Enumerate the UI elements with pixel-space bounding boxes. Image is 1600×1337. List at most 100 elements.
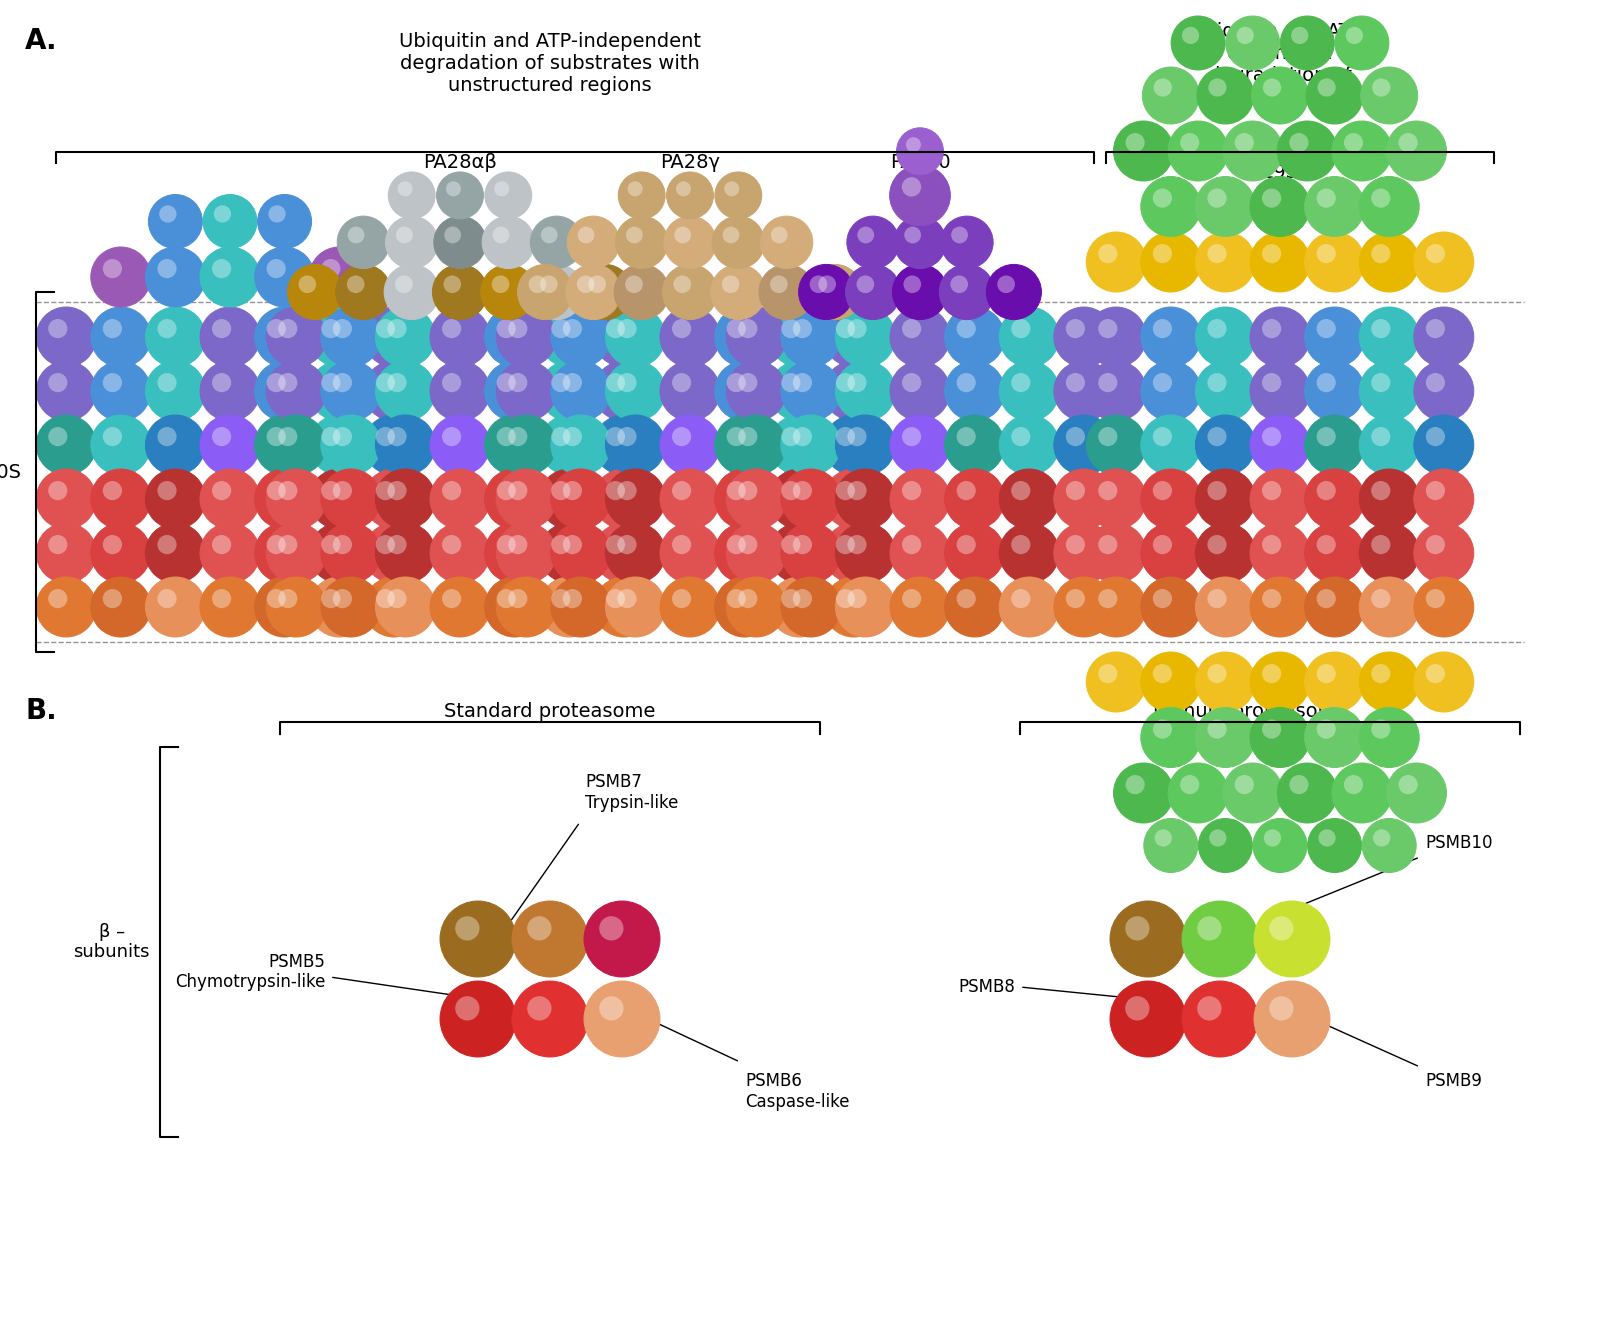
Circle shape <box>1414 361 1474 421</box>
Circle shape <box>835 535 854 555</box>
Circle shape <box>1086 361 1146 421</box>
Circle shape <box>944 578 1005 636</box>
Circle shape <box>102 535 122 555</box>
Circle shape <box>454 996 480 1020</box>
Circle shape <box>781 578 840 636</box>
Circle shape <box>605 308 666 366</box>
Text: Immunoproteasome: Immunoproteasome <box>1152 702 1349 721</box>
Circle shape <box>957 481 976 500</box>
Circle shape <box>146 523 205 583</box>
Circle shape <box>890 361 950 421</box>
Circle shape <box>1066 535 1085 555</box>
Circle shape <box>146 308 205 366</box>
Circle shape <box>605 523 666 583</box>
Circle shape <box>550 523 611 583</box>
Circle shape <box>493 226 509 243</box>
Circle shape <box>320 469 381 529</box>
Circle shape <box>667 172 714 219</box>
Circle shape <box>1208 189 1227 207</box>
Circle shape <box>661 469 720 529</box>
Circle shape <box>509 427 528 447</box>
Circle shape <box>726 578 786 636</box>
Circle shape <box>1317 79 1336 96</box>
Circle shape <box>902 320 922 338</box>
Circle shape <box>578 226 595 243</box>
Circle shape <box>1373 79 1390 96</box>
Circle shape <box>320 523 381 583</box>
Circle shape <box>1360 233 1419 291</box>
Circle shape <box>102 259 122 278</box>
Circle shape <box>1142 67 1200 124</box>
Circle shape <box>824 523 883 583</box>
Circle shape <box>1125 132 1144 152</box>
Circle shape <box>848 320 867 338</box>
Circle shape <box>528 916 552 940</box>
Circle shape <box>1250 414 1310 475</box>
Circle shape <box>509 373 528 392</box>
Circle shape <box>1304 652 1365 713</box>
Text: PSMB9: PSMB9 <box>1426 1072 1482 1090</box>
Circle shape <box>430 361 490 421</box>
Circle shape <box>539 578 600 636</box>
Circle shape <box>1262 719 1282 739</box>
Circle shape <box>1086 578 1146 636</box>
Circle shape <box>1269 996 1293 1020</box>
Circle shape <box>1098 481 1117 500</box>
Circle shape <box>258 194 312 249</box>
Circle shape <box>1304 176 1365 237</box>
Circle shape <box>770 308 829 366</box>
Circle shape <box>848 535 867 555</box>
Circle shape <box>792 320 811 338</box>
Circle shape <box>376 578 435 636</box>
Circle shape <box>496 590 515 608</box>
Circle shape <box>792 481 811 500</box>
Circle shape <box>550 308 611 366</box>
Circle shape <box>1346 27 1363 44</box>
Circle shape <box>1210 829 1227 846</box>
Circle shape <box>1054 308 1114 366</box>
Circle shape <box>1110 981 1186 1058</box>
Circle shape <box>454 916 480 940</box>
Circle shape <box>890 414 950 475</box>
Circle shape <box>1360 67 1418 124</box>
Circle shape <box>266 523 326 583</box>
Circle shape <box>1304 233 1365 291</box>
Circle shape <box>254 469 315 529</box>
Circle shape <box>267 427 286 447</box>
Circle shape <box>998 469 1059 529</box>
Circle shape <box>1426 590 1445 608</box>
Circle shape <box>530 265 584 320</box>
Text: PA28γ: PA28γ <box>661 152 720 172</box>
Circle shape <box>616 217 667 269</box>
Circle shape <box>254 361 315 421</box>
Circle shape <box>333 590 352 608</box>
Circle shape <box>1371 243 1390 263</box>
Circle shape <box>672 320 691 338</box>
Circle shape <box>986 265 1042 320</box>
Circle shape <box>442 373 461 392</box>
Circle shape <box>1250 707 1310 767</box>
Circle shape <box>1125 916 1149 940</box>
Circle shape <box>1154 243 1171 263</box>
Circle shape <box>1262 79 1282 96</box>
Circle shape <box>858 226 874 243</box>
Circle shape <box>149 194 202 249</box>
Text: β –
subunits: β – subunits <box>74 923 150 961</box>
Circle shape <box>146 414 205 475</box>
Circle shape <box>770 414 829 475</box>
Circle shape <box>1226 16 1280 70</box>
Circle shape <box>376 590 395 608</box>
Circle shape <box>618 590 637 608</box>
Circle shape <box>1250 361 1310 421</box>
Circle shape <box>1317 373 1336 392</box>
Circle shape <box>37 414 96 475</box>
Circle shape <box>1154 664 1171 683</box>
Circle shape <box>442 590 461 608</box>
Circle shape <box>157 320 176 338</box>
Circle shape <box>662 265 717 320</box>
Circle shape <box>1251 67 1309 124</box>
Circle shape <box>594 414 654 475</box>
Circle shape <box>848 481 867 500</box>
Circle shape <box>1154 590 1171 608</box>
Circle shape <box>1154 481 1171 500</box>
